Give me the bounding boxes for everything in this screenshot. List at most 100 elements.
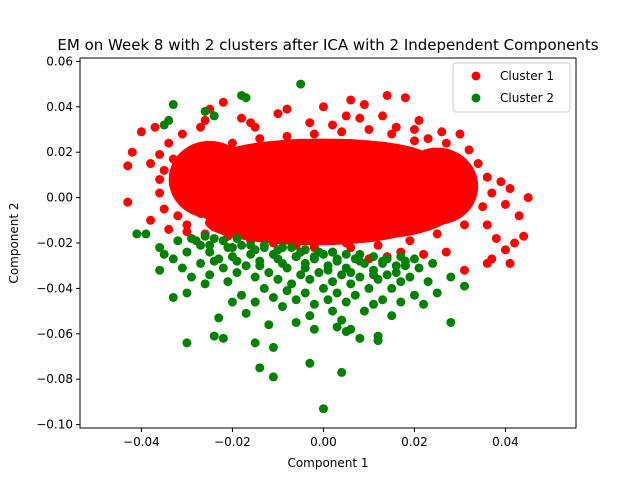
legend-box [452, 62, 571, 113]
cluster-2-point [378, 258, 388, 268]
cluster-2-point [291, 317, 301, 327]
cluster-1-point [237, 152, 247, 162]
cluster-2-point [173, 236, 183, 246]
x-axis: −0.04 −0.02 0.00 0.02 0.04 [123, 428, 519, 449]
cluster-2-point [264, 268, 274, 278]
cluster-1-point [441, 247, 451, 257]
cluster-2-point [277, 302, 287, 312]
cluster-2-point [346, 279, 356, 289]
cluster-1-point [273, 109, 283, 119]
cluster-1-point [191, 165, 201, 175]
cluster-2-point [414, 263, 424, 273]
cluster-2-point [182, 247, 192, 257]
cluster-1-point [268, 186, 278, 196]
cluster-2-point [346, 268, 356, 278]
x-tick-label: 0.02 [401, 435, 428, 449]
cluster-2-point [396, 277, 406, 287]
cluster-2-point [387, 283, 397, 293]
cluster-1-point [460, 161, 470, 171]
cluster-1-point [159, 204, 169, 214]
cluster-1-point [191, 202, 201, 212]
cluster-2-point [405, 272, 415, 282]
cluster-1-point [409, 136, 419, 146]
cluster-2-point [237, 240, 247, 250]
legend-marker-cluster-2 [471, 93, 481, 103]
cluster-1-point [373, 227, 383, 237]
cluster-1-point [318, 193, 328, 203]
cluster-1-point [396, 186, 406, 196]
cluster-2-point [337, 315, 347, 325]
cluster-1-point [505, 258, 515, 268]
cluster-2-point [314, 268, 324, 278]
cluster-1-point [364, 211, 374, 221]
cluster-2-point [291, 252, 301, 262]
cluster-1-point [441, 138, 451, 148]
legend: Cluster 1 Cluster 2 [452, 62, 571, 113]
cluster-1-point [205, 147, 215, 157]
cluster-2-point [432, 288, 442, 298]
cluster-1-point [428, 186, 438, 196]
cluster-1-point [305, 195, 315, 205]
cluster-1-point [510, 238, 520, 248]
cluster-1-point [150, 122, 160, 132]
cluster-2-point [305, 311, 315, 321]
cluster-2-point [359, 306, 369, 316]
cluster-1-point [318, 227, 328, 237]
cluster-1-point [387, 129, 397, 139]
cluster-1-point [282, 208, 292, 218]
cluster-2-point [205, 270, 215, 280]
cluster-2-point [200, 231, 210, 241]
y-tick-label: 0.00 [46, 191, 73, 205]
cluster-2-point [232, 233, 242, 243]
cluster-1-point [350, 184, 360, 194]
cluster-2-point [373, 336, 383, 346]
cluster-1-point [359, 197, 369, 207]
cluster-2-point [446, 272, 456, 282]
y-axis-label: Component 2 [7, 202, 21, 283]
cluster-1-point [460, 220, 470, 230]
cluster-2-point [332, 322, 342, 332]
cluster-2-point [218, 263, 228, 273]
cluster-1-point [146, 159, 156, 169]
cluster-1-point [523, 193, 533, 203]
cluster-1-point [346, 143, 356, 153]
cluster-1-point [482, 172, 492, 182]
cluster-2-point [259, 243, 269, 253]
cluster-1-point [146, 215, 156, 225]
cluster-2-point [218, 333, 228, 343]
cluster-1-point [446, 168, 456, 178]
cluster-1-point [400, 93, 410, 103]
cluster-2-point [200, 106, 210, 116]
cluster-1-point [519, 231, 529, 241]
cluster-1-point [127, 147, 137, 157]
cluster-2-point [460, 281, 470, 291]
cluster-2-point [355, 249, 365, 259]
cluster-1-point [419, 206, 429, 216]
cluster-2-point [369, 270, 379, 280]
cluster-1-point [460, 265, 470, 275]
cluster-1-point [309, 211, 319, 221]
cluster-2-point [323, 295, 333, 305]
cluster-1-point [328, 163, 338, 173]
cluster-2-point [446, 317, 456, 327]
cluster-2-point [400, 261, 410, 271]
cluster-2-point [309, 252, 319, 262]
cluster-2-point [419, 299, 429, 309]
cluster-2-point [241, 308, 251, 318]
cluster-2-points [132, 79, 470, 414]
cluster-1-point [337, 213, 347, 223]
cluster-1-point [469, 184, 479, 194]
cluster-1-point [177, 129, 187, 139]
cluster-2-point [214, 313, 224, 323]
cluster-2-point [141, 229, 151, 239]
cluster-2-point [300, 288, 310, 298]
cluster-2-point [355, 272, 365, 282]
cluster-2-point [209, 256, 219, 266]
cluster-2-point [255, 261, 265, 271]
cluster-2-point [364, 283, 374, 293]
cluster-1-dense-region-4 [396, 147, 479, 225]
cluster-2-point [341, 249, 351, 259]
y-tick-label: −0.10 [36, 418, 73, 432]
cluster-2-point [255, 363, 265, 373]
